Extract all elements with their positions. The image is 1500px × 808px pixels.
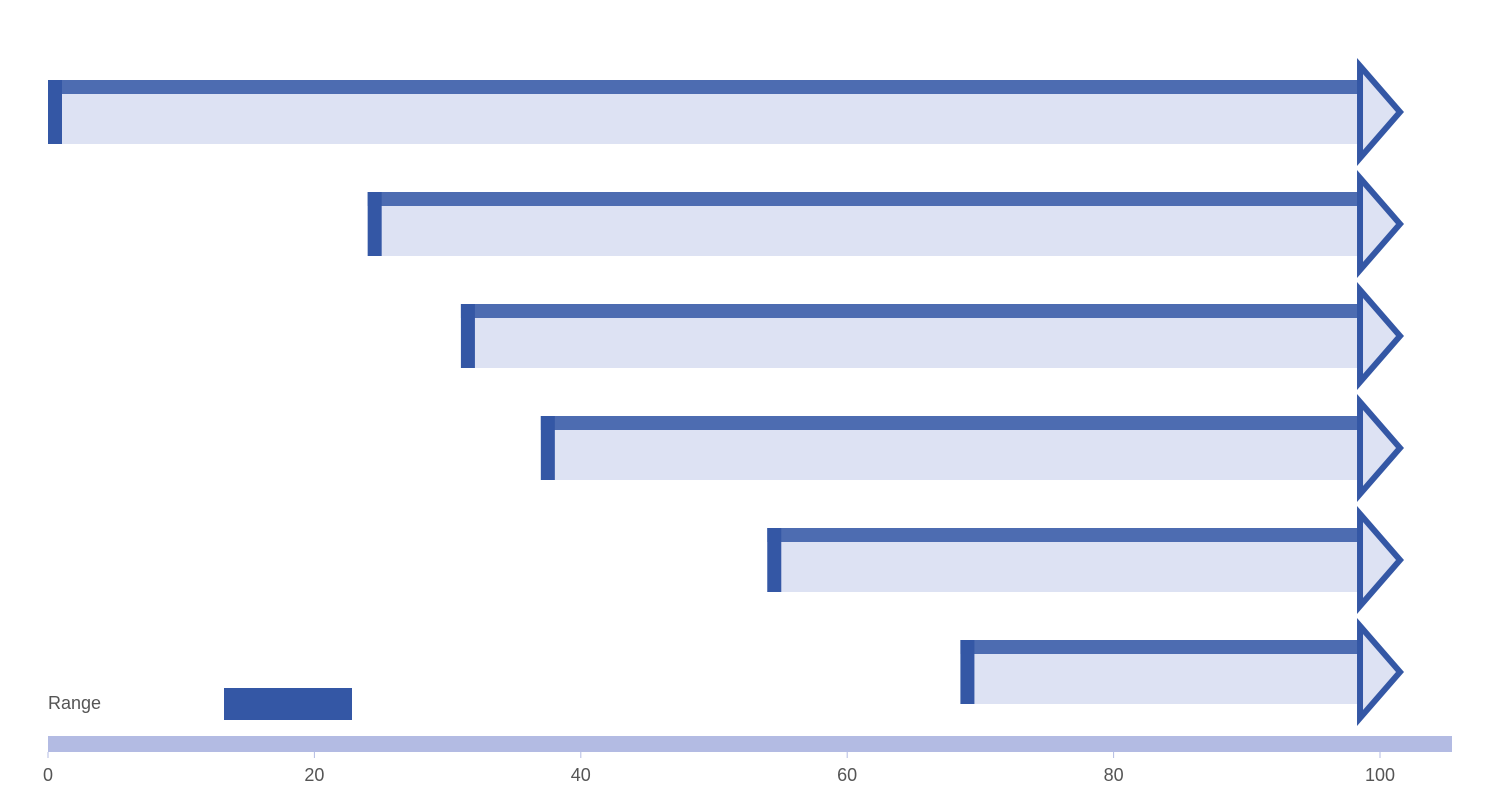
x-axis bbox=[48, 736, 1452, 752]
x-tick-label: 60 bbox=[837, 765, 857, 785]
x-tick-label: 80 bbox=[1104, 765, 1124, 785]
x-tick-label: 100 bbox=[1365, 765, 1395, 785]
bar-cap bbox=[460, 304, 475, 368]
bar-edge bbox=[48, 80, 1361, 94]
bar-arrow bbox=[1357, 617, 1404, 727]
bar-arrow bbox=[1357, 169, 1404, 279]
bar-cap bbox=[48, 80, 62, 144]
bar-cap bbox=[767, 528, 782, 592]
bar-edge bbox=[540, 416, 1361, 430]
bar-cap bbox=[367, 192, 382, 256]
bar-edge bbox=[367, 192, 1361, 206]
legend-label: Range bbox=[48, 693, 101, 713]
x-tick-label: 0 bbox=[43, 765, 53, 785]
bar-arrow bbox=[1357, 281, 1404, 391]
bar-arrow bbox=[1357, 505, 1404, 615]
bar-edge bbox=[960, 640, 1361, 654]
bar-arrow bbox=[1357, 57, 1404, 167]
bar-arrow bbox=[1357, 393, 1404, 503]
legend-swatch bbox=[224, 688, 352, 720]
bar-cap bbox=[540, 416, 555, 480]
bar-cap bbox=[960, 640, 975, 704]
bar-edge bbox=[460, 304, 1361, 318]
bar-edge bbox=[767, 528, 1361, 542]
x-tick-label: 20 bbox=[304, 765, 324, 785]
x-tick-label: 40 bbox=[571, 765, 591, 785]
